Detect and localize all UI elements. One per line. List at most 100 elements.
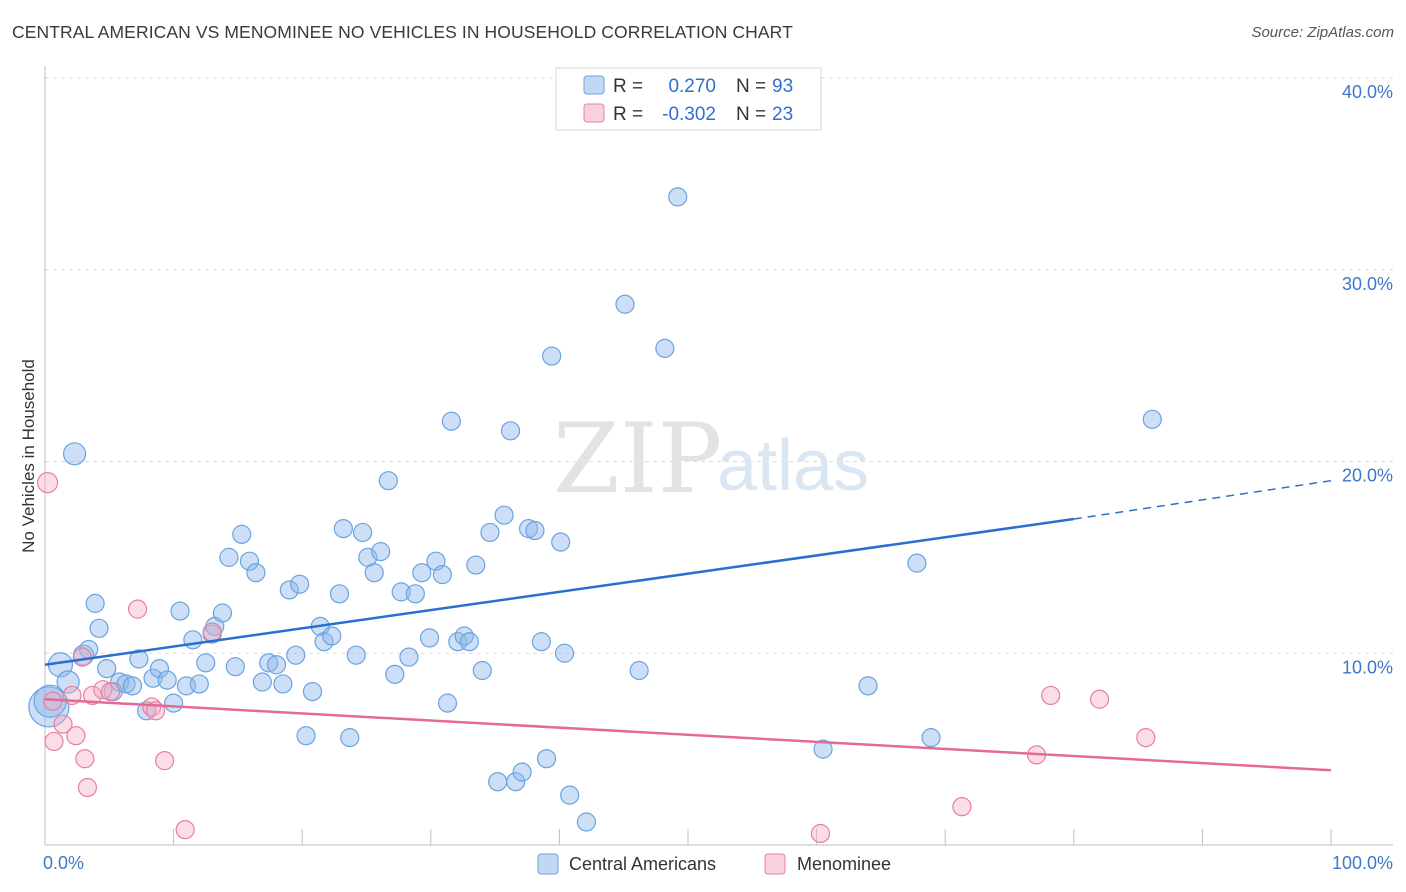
chart-title: CENTRAL AMERICAN VS MENOMINEE NO VEHICLE… — [12, 22, 793, 42]
point-central-americans-77 — [531, 632, 551, 652]
point-central-americans-63 — [441, 411, 461, 431]
point-central-americans-71 — [494, 505, 514, 525]
point-central-americans-46 — [333, 519, 353, 539]
point-central-americans-48 — [346, 645, 366, 665]
y-tick-label-30: 30.0% — [1342, 274, 1393, 294]
point-menominee-10 — [93, 680, 113, 700]
point-menominee-3 — [53, 714, 73, 734]
point-central-americans-19 — [164, 693, 184, 713]
point-central-americans-32 — [246, 563, 266, 583]
legend-label-menominee: Menominee — [797, 854, 891, 874]
point-central-americans-62 — [437, 693, 458, 713]
point-central-americans-23 — [189, 674, 209, 694]
point-central-americans-0 — [28, 686, 70, 728]
point-menominee-13 — [142, 697, 162, 717]
point-central-americans-69 — [480, 522, 500, 543]
point-central-americans-65 — [454, 626, 474, 646]
legend-r-value-2: -0.302 — [662, 104, 716, 125]
point-central-americans-61 — [432, 565, 452, 585]
watermark-atlas: atlas — [717, 426, 869, 506]
point-central-americans-90 — [907, 553, 927, 573]
point-central-americans-53 — [378, 471, 398, 491]
point-central-americans-18 — [157, 670, 177, 690]
point-menominee-19 — [952, 797, 972, 817]
legend-r-value-1: 0.270 — [668, 76, 716, 97]
point-menominee-2 — [44, 731, 64, 752]
trend-line-menominee — [44, 698, 1332, 772]
point-central-americans-47 — [340, 728, 360, 748]
point-menominee-21 — [1041, 685, 1061, 706]
point-central-americans-89 — [858, 676, 878, 696]
point-central-americans-80 — [551, 532, 571, 552]
point-central-americans-41 — [302, 681, 323, 702]
point-central-americans-30 — [232, 524, 252, 544]
point-central-americans-72 — [500, 421, 521, 441]
point-menominee-15 — [154, 751, 175, 771]
point-central-americans-31 — [239, 551, 260, 571]
point-central-americans-4 — [62, 442, 87, 466]
point-menominee-6 — [72, 647, 92, 667]
point-central-americans-9 — [97, 658, 117, 679]
legend-n-value-2: 23 — [772, 104, 793, 125]
trend-lines — [44, 479, 1332, 772]
point-central-americans-88 — [813, 739, 833, 759]
trend-line-central-americans-extension — [1073, 479, 1332, 520]
point-central-americans-27 — [212, 603, 233, 623]
point-central-americans-8 — [89, 618, 109, 638]
x-tick-label-0: 0.0% — [43, 853, 84, 873]
correlation-legend: R = 0.270 N = 93 R = -0.302 N = 23 — [555, 67, 822, 131]
watermark-zip: ZIP — [553, 403, 722, 515]
point-central-americans-91 — [921, 728, 941, 748]
point-central-americans-22 — [183, 630, 203, 650]
point-central-americans-67 — [466, 555, 486, 575]
point-central-americans-87 — [668, 187, 688, 207]
point-central-americans-36 — [273, 674, 293, 694]
point-central-americans-92 — [1142, 409, 1162, 429]
series-legend: Central Americans Menominee — [537, 853, 891, 875]
point-central-americans-86 — [655, 338, 675, 358]
point-menominee-16 — [175, 820, 195, 840]
point-menominee-18 — [810, 823, 831, 844]
point-central-americans-3 — [56, 670, 80, 694]
y-axis-label: No Vehicles in Household — [19, 359, 38, 553]
legend-r-label-1: R = — [613, 76, 643, 97]
point-central-americans-78 — [536, 749, 557, 769]
point-central-americans-49 — [353, 522, 373, 543]
point-central-americans-40 — [296, 726, 316, 746]
legend-swatch-blue — [583, 75, 605, 95]
point-central-americans-34 — [259, 653, 279, 673]
point-central-americans-79 — [542, 346, 562, 366]
point-menominee-22 — [1089, 689, 1110, 709]
point-central-americans-58 — [412, 563, 432, 583]
legend-n-label-1: N = — [736, 76, 766, 97]
legend-swatch-menominee — [764, 853, 786, 875]
point-central-americans-54 — [385, 664, 405, 684]
point-menominee-11 — [100, 681, 121, 702]
y-tick-label-40: 40.0% — [1342, 82, 1393, 102]
point-central-americans-81 — [554, 643, 575, 663]
point-central-americans-85 — [629, 660, 649, 681]
point-central-americans-52 — [371, 542, 391, 562]
point-central-americans-70 — [488, 772, 508, 792]
point-central-americans-20 — [170, 601, 190, 621]
series-central-americans — [28, 187, 1162, 832]
point-central-americans-44 — [322, 626, 342, 646]
point-central-americans-38 — [286, 645, 306, 665]
point-central-americans-7 — [85, 593, 105, 613]
point-central-americans-66 — [459, 632, 479, 652]
point-central-americans-82 — [560, 785, 580, 805]
tick-labels: 10.0% 20.0% 30.0% 40.0% 0.0% 100.0% — [43, 82, 1393, 873]
point-central-americans-39 — [290, 574, 310, 594]
point-central-americans-57 — [405, 584, 425, 604]
legend-n-value-1: 93 — [772, 76, 793, 97]
legend-label-central-americans: Central Americans — [569, 854, 716, 874]
point-central-americans-76 — [525, 520, 545, 541]
x-tick-label-100: 100.0% — [1332, 853, 1393, 873]
point-menominee-12 — [127, 599, 148, 619]
legend-swatch-pink — [583, 103, 605, 123]
legend-r-label-2: R = — [613, 104, 643, 125]
point-menominee-9 — [82, 685, 103, 706]
point-central-americans-13 — [122, 676, 143, 696]
source-label: Source: ZipAtlas.com — [1251, 24, 1394, 41]
